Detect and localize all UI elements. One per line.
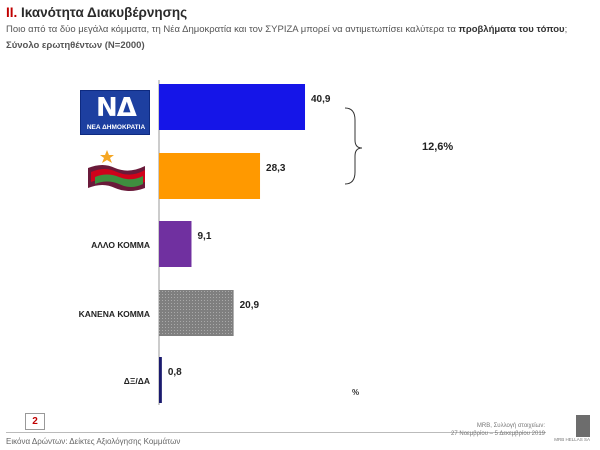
nd-logo: ΝΔ ΝΕΑ ΔΗΜΟΚΡΑΤΙΑ [80,90,150,135]
footer-source-line2: 27 Νοεμβρίου – 5 Δεκεμβρίου 2019 [451,431,545,437]
value-label-4: 20,9 [240,300,260,311]
bar-5 [159,357,162,403]
bar-2 [159,153,261,199]
brand-text: MRB HELLAS SA [554,437,590,442]
question-text: Ποιο από τα δύο μεγάλα κόμματα, τη Νέα Δ… [6,23,596,36]
nd-logo-text: ΝΕΑ ΔΗΜΟΚΡΑΤΙΑ [86,124,146,131]
difference-brace [344,107,363,185]
bar-4 [159,290,234,336]
bar-1 [159,84,306,130]
value-label-5: 0,8 [168,367,182,378]
difference-label: 12,6% [422,141,453,153]
page-title: II. Ικανότητα Διακυβέρνησης [6,5,187,20]
category-label-5: ΔΞ/ΔΑ [124,376,150,386]
syriza-logo [88,150,145,191]
nd-logo-letters: ΝΔ [96,93,137,123]
question-emphasis: προβλήματα του τόπου [458,24,565,35]
footer-source-line1: MRB, Συλλογή στοιχείων: [476,423,545,429]
bar-3 [159,221,192,267]
category-label-3: ΑΛΛΟ ΚΟΜΜΑ [91,240,150,250]
brand-logo [576,415,590,437]
value-label-3: 9,1 [197,231,211,242]
section-title: Ικανότητα Διακυβέρνησης [21,5,188,20]
section-number: II. [6,5,18,20]
sample-basis: Σύνολο ερωτηθέντων (N=2000) [6,40,145,51]
value-label-1: 40,9 [311,94,331,105]
page-number: 2 [25,413,45,430]
question-prefix: Ποιο από τα δύο μεγάλα κόμματα, τη Νέα Δ… [6,24,459,35]
footer-source: MRB, Συλλογή στοιχείων: 27 Νοεμβρίου – 5… [451,422,545,438]
unit-label: % [352,388,359,397]
question-suffix: ; [564,24,568,35]
footer-divider [6,432,546,433]
category-label-4: ΚΑΝΕΝΑ ΚΟΜΜΑ [79,309,150,319]
value-label-2: 28,3 [266,163,286,174]
footer-caption: Εικόνα Δρώντων: Δείκτες Αξιολόγησης Κομμ… [6,437,181,446]
